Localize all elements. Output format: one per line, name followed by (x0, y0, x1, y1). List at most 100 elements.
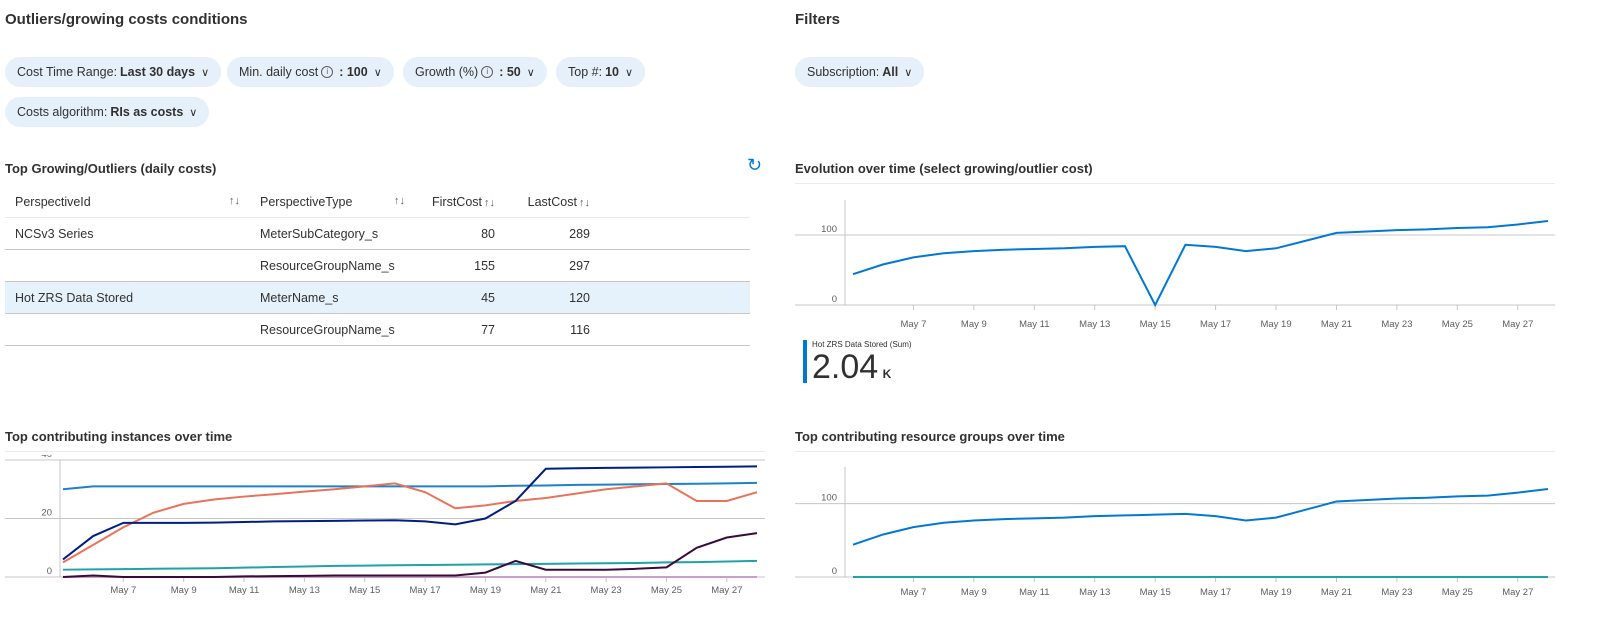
table-cell (5, 313, 250, 346)
refresh-icon[interactable]: ↻ (747, 155, 763, 175)
x-tick-label: May 21 (1321, 319, 1352, 330)
instances-chart[interactable]: 0 20 40 May 7 May 9 May 11 May 13 May 15 May 17 M… (5, 455, 765, 600)
sort-icon[interactable]: ↑↓ (484, 196, 495, 209)
table-cell: 297 (505, 249, 600, 282)
x-tick-label: May 15 (349, 585, 380, 596)
table-title: Top Growing/Outliers (daily costs) (5, 161, 217, 176)
evolution-chart-title: Evolution over time (select growing/outl… (795, 161, 1093, 176)
table-cell (5, 249, 250, 282)
column-header-lastcost[interactable]: LastCost ↑↓ (505, 186, 600, 218)
x-tick-label: May 9 (171, 585, 197, 596)
column-header-perspectivetype[interactable]: PerspectiveType ↑↓ (250, 186, 415, 218)
x-tick-label: May 21 (1321, 587, 1352, 598)
sort-icon[interactable]: ↑↓ (229, 194, 240, 207)
table-row[interactable]: ResourceGroupName_s 77 116 (5, 313, 750, 346)
table-row[interactable]: ResourceGroupName_s 155 297 (5, 249, 750, 282)
table-cell: ResourceGroupName_s (250, 313, 415, 346)
x-tick-label: May 27 (1502, 587, 1533, 598)
x-tick-label: May 23 (591, 585, 622, 596)
y-tick-label: 20 (41, 508, 52, 519)
summary-label: Hot ZRS Data Stored (Sum) (812, 340, 912, 349)
sort-icon[interactable]: ↑↓ (579, 196, 590, 209)
filter-pill[interactable]: Cost Time Range: Last 30 days ∨ (5, 57, 222, 87)
y-tick-label: 0 (832, 566, 837, 577)
table-cell: 289 (505, 217, 600, 250)
chevron-down-icon: ∨ (904, 66, 913, 79)
x-tick-label: May 25 (651, 585, 682, 596)
evolution-chart[interactable]: 0 100 May 7 May 9 May 11 May 13 May 15 May 17 Ma… (795, 195, 1555, 335)
info-icon[interactable]: i (321, 66, 334, 78)
subscription-filter-value: All (882, 65, 899, 79)
column-header-firstcost[interactable]: FirstCost ↑↓ (415, 186, 505, 218)
table-cell: 155 (415, 249, 505, 282)
table-header-row: PerspectiveId ↑↓ PerspectiveType ↑↓ FirstC… (5, 186, 750, 218)
filters-title: Filters (795, 11, 841, 28)
series-line (62, 482, 758, 564)
info-icon[interactable]: i (481, 66, 494, 78)
filter-label: Top #: (568, 65, 603, 79)
table-cell: ResourceGroupName_s (250, 249, 415, 282)
filter-label: Growth (%) (415, 65, 479, 79)
filter-label: Min. daily cost (239, 65, 319, 79)
x-tick-label: May 9 (961, 319, 987, 330)
x-tick-label: May 7 (900, 587, 926, 598)
series-line (852, 220, 1549, 308)
conditions-title: Outliers/growing costs conditions (5, 11, 248, 28)
chevron-down-icon: ∨ (201, 66, 210, 79)
table-cell: NCSv3 Series (5, 217, 250, 250)
summary-tile: Hot ZRS Data Stored (Sum) 2.04 K (803, 340, 912, 386)
column-header-perspectiveid[interactable]: PerspectiveId ↑↓ (5, 186, 250, 218)
y-tick-label: 100 (821, 224, 837, 235)
x-tick-label: May 21 (530, 585, 561, 596)
x-tick-label: May 17 (410, 585, 441, 596)
chevron-down-icon: ∨ (526, 66, 535, 79)
x-tick-label: May 19 (1260, 587, 1291, 598)
filter-value: : 100 (339, 65, 368, 79)
x-tick-label: May 25 (1442, 587, 1473, 598)
x-tick-label: May 19 (470, 585, 501, 596)
x-tick-label: May 13 (1079, 319, 1110, 330)
x-tick-label: May 19 (1260, 319, 1291, 330)
summary-value: 2.04 (812, 348, 879, 386)
x-tick-label: May 9 (961, 587, 987, 598)
instances-chart-title: Top contributing instances over time (5, 429, 233, 444)
series-line (62, 532, 758, 578)
filter-pill[interactable]: Costs algorithm: RIs as costs ∨ (5, 97, 210, 127)
x-tick-label: May 23 (1381, 587, 1412, 598)
x-tick-label: May 11 (1019, 319, 1049, 330)
chevron-down-icon: ∨ (373, 66, 382, 79)
summary-unit: K (882, 367, 892, 381)
x-tick-label: May 25 (1442, 319, 1473, 330)
y-tick-label: 0 (832, 294, 837, 305)
table-cell: 116 (505, 313, 600, 346)
table-cell: 45 (415, 281, 505, 314)
filter-pill[interactable]: Growth (%) i : 50 ∨ (403, 57, 547, 87)
y-tick-label: 40 (41, 455, 52, 460)
table-cell: Hot ZRS Data Stored (5, 281, 250, 314)
x-tick-label: May 17 (1200, 587, 1231, 598)
filter-value: : 50 (499, 65, 521, 79)
table-cell: MeterName_s (250, 281, 415, 314)
resource-groups-chart[interactable]: 0 100 May 7 May 9 May 11 May 13 May 15 May 17 Ma… (795, 462, 1555, 602)
series-line (852, 488, 1549, 546)
x-tick-label: May 15 (1140, 319, 1171, 330)
series-line (62, 465, 758, 561)
filter-value: Last 30 days (120, 65, 196, 79)
x-tick-label: May 27 (1502, 319, 1533, 330)
x-tick-label: May 17 (1200, 319, 1231, 330)
outliers-table: PerspectiveId ↑↓ PerspectiveType ↑↓ FirstC… (5, 186, 750, 346)
series-line (62, 481, 758, 491)
table-row[interactable]: NCSv3 Series MeterSubCategory_s 80 289 (5, 217, 750, 250)
y-tick-label: 100 (821, 493, 837, 504)
filter-pill[interactable]: Min. daily cost i : 100 ∨ (227, 57, 394, 87)
resource-groups-chart-title: Top contributing resource groups over ti… (795, 429, 1065, 444)
table-cell: 120 (505, 281, 600, 314)
y-tick-label: 0 (47, 566, 52, 577)
x-tick-label: May 11 (229, 585, 259, 596)
filter-pill[interactable]: Top #: 10 ∨ (556, 57, 646, 87)
sort-icon[interactable]: ↑↓ (394, 194, 405, 207)
filter-label: Cost Time Range: (17, 65, 118, 79)
x-tick-label: May 23 (1381, 319, 1412, 330)
table-row[interactable]: Hot ZRS Data Stored MeterName_s 45 120 (5, 281, 750, 314)
subscription-filter[interactable]: Subscription: All ∨ (795, 57, 925, 87)
